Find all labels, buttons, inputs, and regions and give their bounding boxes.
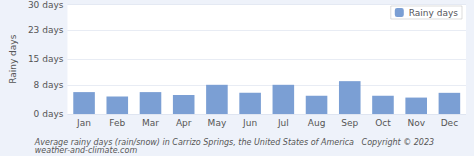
svg-text:Apr: Apr (176, 118, 192, 128)
svg-text:15 days: 15 days (28, 54, 64, 64)
svg-text:Dec: Dec (441, 118, 458, 128)
svg-text:Rainy days: Rainy days (409, 8, 459, 18)
svg-text:Jul: Jul (277, 118, 289, 128)
svg-text:May: May (208, 118, 227, 128)
svg-text:30 days: 30 days (28, 0, 64, 10)
svg-text:Mar: Mar (142, 118, 159, 128)
svg-text:weather-and-climate.com: weather-and-climate.com (35, 146, 138, 155)
svg-text:Jun: Jun (242, 118, 257, 128)
svg-text:Feb: Feb (109, 118, 125, 128)
svg-text:Jan: Jan (76, 118, 91, 128)
svg-text:Sep: Sep (341, 118, 358, 128)
svg-text:Average rainy days (rain/snow): Average rainy days (rain/snow) in Carriz… (34, 137, 440, 147)
svg-text:23 days: 23 days (28, 25, 64, 35)
svg-text:Oct: Oct (375, 118, 391, 128)
svg-text:0 days: 0 days (34, 109, 64, 119)
svg-text:8 days: 8 days (34, 80, 64, 90)
svg-text:Nov: Nov (407, 118, 425, 128)
svg-text:Rainy days: Rainy days (8, 34, 18, 84)
svg-text:Aug: Aug (308, 118, 326, 128)
